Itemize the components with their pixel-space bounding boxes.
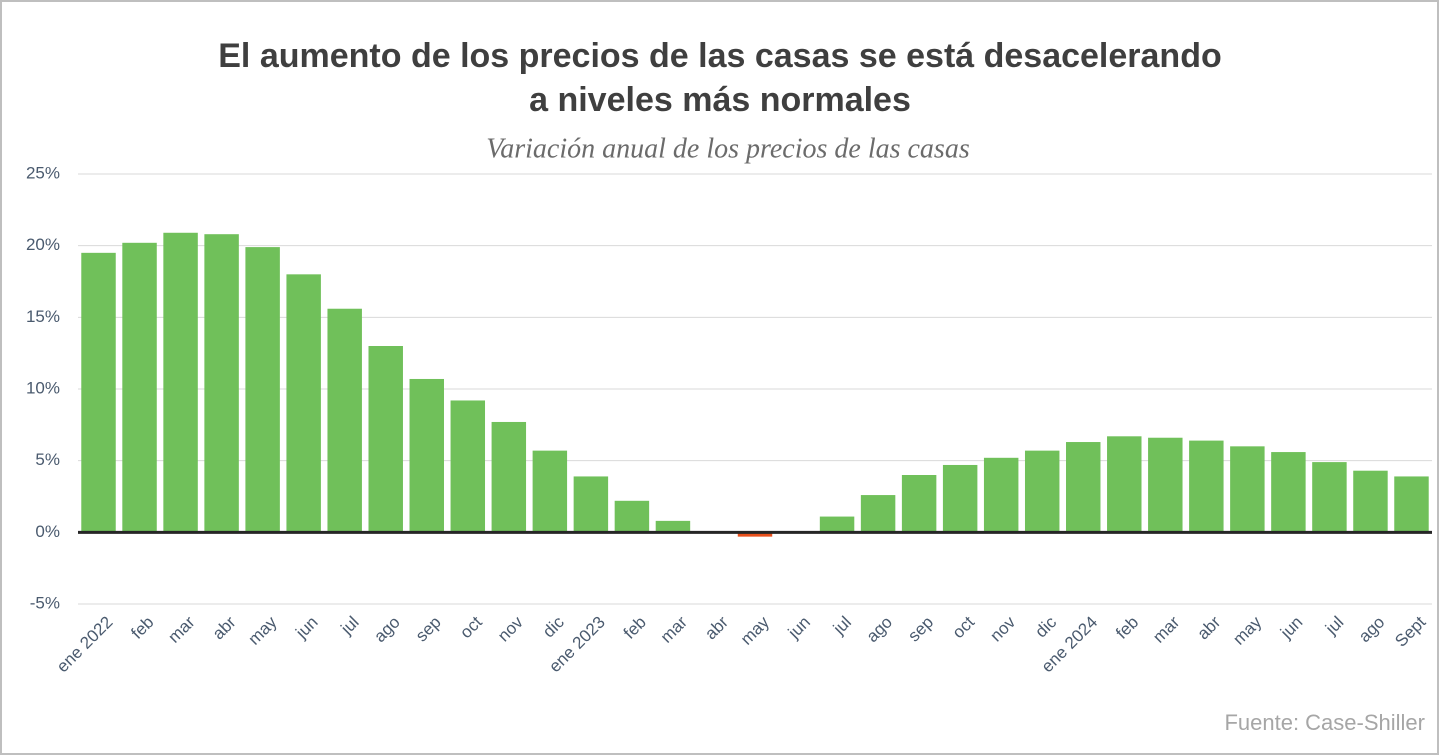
bar: [532, 450, 568, 533]
bar: [122, 242, 157, 533]
y-tick-label: 10%: [26, 378, 60, 397]
bar: [204, 234, 239, 533]
bar: [1271, 452, 1306, 533]
bar: [1066, 442, 1101, 533]
bar: [614, 500, 650, 533]
bar: [81, 252, 116, 533]
bar: [163, 232, 198, 533]
bar: [655, 520, 691, 533]
bar: [942, 464, 978, 533]
source: Fuente: Case-Shiller: [1224, 710, 1425, 735]
chart-subtitle: Variación anual de los precios de las ca…: [486, 133, 970, 164]
bar: [1024, 450, 1060, 533]
bar: [450, 400, 486, 533]
bar: [819, 516, 855, 533]
bar: [368, 346, 403, 533]
bar: [1230, 446, 1265, 533]
bar: [737, 532, 773, 537]
bar: [286, 274, 321, 533]
bar: [245, 247, 280, 533]
bar: [1353, 470, 1388, 533]
bar: [327, 308, 362, 533]
bar: [1148, 437, 1183, 533]
y-tick-label: 15%: [26, 307, 60, 326]
y-tick-label: 0%: [35, 522, 60, 541]
bar: [983, 457, 1019, 533]
bar: [1394, 476, 1429, 533]
bar: [901, 475, 937, 533]
bar: [491, 421, 527, 533]
y-tick-label: 20%: [26, 235, 60, 254]
y-tick-label: 5%: [35, 450, 60, 469]
bar: [860, 495, 896, 533]
chart-title: El aumento de los precios de las casas s…: [218, 37, 1221, 75]
bar: [1312, 462, 1347, 533]
bar: [1107, 436, 1142, 533]
y-tick-label: -5%: [30, 593, 60, 612]
bar: [573, 476, 609, 533]
bar: [409, 378, 444, 533]
y-tick-label: 25%: [26, 163, 60, 182]
bar: [1189, 440, 1224, 533]
chart-title: a niveles más normales: [529, 81, 911, 119]
